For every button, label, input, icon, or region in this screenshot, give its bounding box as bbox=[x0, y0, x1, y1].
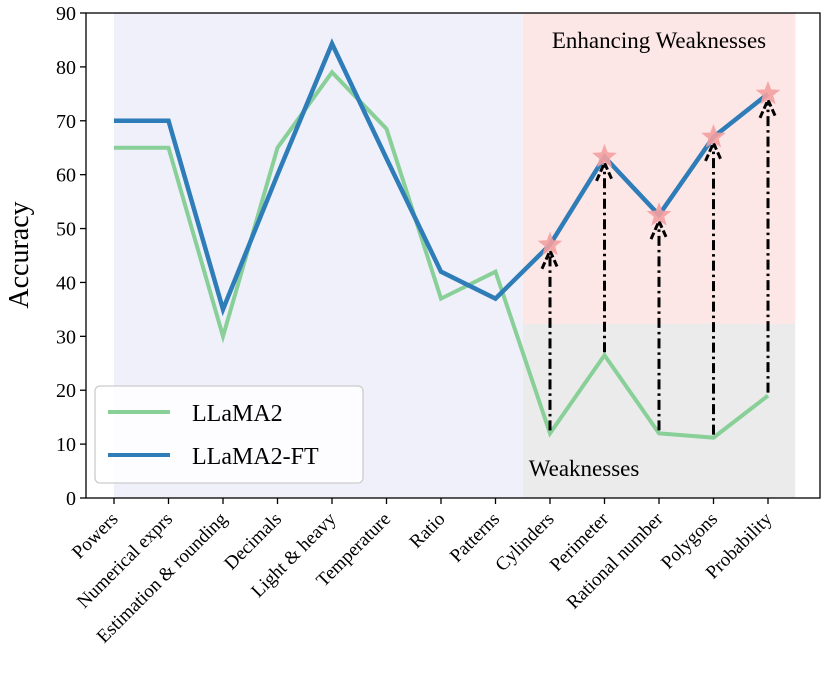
legend-label-llama2: LLaMA2 bbox=[192, 401, 283, 427]
x-tick-label: Rational number bbox=[563, 508, 668, 613]
axes bbox=[80, 12, 821, 504]
improvement-arrow bbox=[649, 217, 669, 431]
improvement-arrow bbox=[704, 139, 723, 435]
region-label-enhancing-weaknesses: Enhancing Weaknesses bbox=[552, 28, 766, 53]
legend: LLaMA2 LLaMA2-FT bbox=[94, 385, 364, 484]
y-tick-label: 80 bbox=[56, 57, 76, 79]
legend-label-llama2-ft: LLaMA2-FT bbox=[192, 444, 319, 470]
star-marker bbox=[755, 80, 781, 105]
y-tick-label: 10 bbox=[56, 434, 76, 456]
series-line-llama2 bbox=[114, 69, 770, 440]
star-marker bbox=[592, 143, 617, 168]
y-tick-label: 50 bbox=[56, 219, 76, 241]
y-tick-label: 90 bbox=[56, 3, 76, 25]
plot-frame bbox=[85, 12, 821, 499]
y-tick-label: 60 bbox=[56, 165, 76, 187]
arrow-head bbox=[540, 247, 560, 270]
y-axis-title: Accuracy bbox=[4, 201, 35, 308]
region-labels: Enhancing Weaknesses Weaknesses bbox=[529, 28, 766, 481]
star-markers bbox=[537, 80, 781, 256]
y-tick-label: 30 bbox=[56, 326, 76, 348]
y-tick-label: 20 bbox=[56, 380, 76, 402]
y-tick-labels: 0 10 20 30 40 50 60 70 80 90 bbox=[56, 3, 76, 510]
x-tick-label: Ratio bbox=[406, 509, 450, 553]
y-tick-label: 40 bbox=[56, 272, 76, 294]
improvement-arrow bbox=[758, 96, 778, 393]
arrow-head bbox=[758, 96, 778, 119]
star-marker bbox=[701, 123, 726, 148]
improvement-arrow bbox=[540, 247, 560, 431]
star-marker bbox=[646, 202, 672, 226]
y-tick-label: 70 bbox=[56, 111, 76, 133]
improvement-arrow bbox=[595, 159, 614, 353]
x-tick-label: Numerical exprs bbox=[73, 509, 177, 613]
improvement-arrows bbox=[540, 96, 778, 435]
x-tick-label: Powers bbox=[68, 509, 122, 563]
arrow-head bbox=[649, 217, 669, 240]
arrow-head bbox=[704, 139, 723, 162]
arrow-head bbox=[595, 159, 614, 182]
y-tick-label: 0 bbox=[66, 488, 76, 510]
x-tick-label: Cylinders bbox=[491, 509, 558, 576]
region-label-weaknesses: Weaknesses bbox=[529, 456, 640, 481]
star-marker bbox=[537, 231, 563, 256]
